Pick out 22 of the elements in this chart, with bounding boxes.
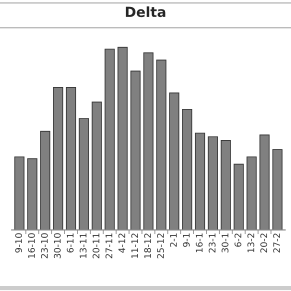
- x-tick-label: 23-10: [40, 233, 48, 258]
- x-tick-label: 6-11: [66, 234, 74, 253]
- x-tick-label: 13-2: [247, 234, 254, 252]
- x-tick-label: 13-11: [80, 234, 87, 258]
- x-tick-label: 20-2: [260, 234, 268, 252]
- x-tick-label: 11-12: [131, 234, 138, 258]
- x-tick-label: 9-10: [15, 233, 22, 253]
- x-tick-label: 18-12: [144, 234, 152, 258]
- x-tick-label: 25-12: [157, 234, 164, 258]
- x-tick-label: 27-2: [273, 234, 280, 252]
- x-tick-label: 16-10: [28, 233, 35, 258]
- x-tick-label: 4-12: [118, 234, 126, 253]
- x-tick-label: 30-1: [222, 234, 228, 252]
- x-tick-label: 6-2: [234, 234, 242, 247]
- x-tick-label: 27-11: [105, 234, 112, 258]
- x-tick-label: 9-1: [182, 234, 190, 247]
- x-tick-label: 16-1: [196, 234, 203, 252]
- x-tick-label: 20-11: [92, 234, 100, 258]
- x-tick-label: 30-10: [54, 233, 61, 258]
- chart-title: Delta: [126, 6, 166, 18]
- x-tick-label: 23-1: [208, 234, 216, 252]
- x-tick-label: 2-1: [170, 234, 177, 247]
